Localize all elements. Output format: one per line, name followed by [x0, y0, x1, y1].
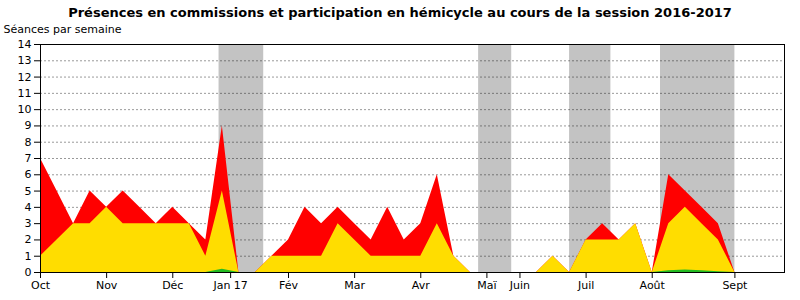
html-text:Présences en commissions et pa: Présences en commissions et participatio… — [68, 5, 732, 20]
svg-text:2: 2 — [25, 233, 32, 246]
svg-text:7: 7 — [25, 152, 32, 165]
svg-text:5: 5 — [25, 185, 32, 198]
svg-text:Maï: Maï — [477, 279, 497, 292]
svg-text:Déc: Déc — [162, 279, 183, 292]
svg-text:4: 4 — [25, 201, 32, 214]
svg-text:Oct: Oct — [31, 279, 51, 292]
svg-text:9: 9 — [25, 119, 32, 132]
svg-text:6: 6 — [25, 168, 32, 181]
svg-text:Nov: Nov — [96, 279, 118, 292]
svg-text:0: 0 — [25, 266, 32, 279]
svg-text:12: 12 — [18, 71, 32, 84]
svg-text:3: 3 — [25, 217, 32, 230]
svg-text:1: 1 — [25, 250, 32, 263]
svg-text:13: 13 — [18, 54, 32, 67]
svg-text:Mar: Mar — [344, 279, 365, 292]
svg-text:Avr: Avr — [412, 279, 430, 292]
svg-text:Jan 17: Jan 17 — [212, 279, 247, 292]
svg-text:Séances par semaine: Séances par semaine — [4, 23, 122, 36]
svg-text:Fév: Fév — [279, 279, 298, 292]
svg-text:Sept: Sept — [722, 279, 748, 292]
svg-text:10: 10 — [18, 103, 32, 116]
svg-text:8: 8 — [25, 136, 32, 149]
svg-text:Juin: Juin — [509, 279, 530, 292]
svg-text:11: 11 — [18, 87, 32, 100]
svg-text:14: 14 — [18, 38, 32, 51]
svg-text:Juil: Juil — [577, 279, 594, 292]
svg-text:Août: Août — [640, 279, 666, 292]
